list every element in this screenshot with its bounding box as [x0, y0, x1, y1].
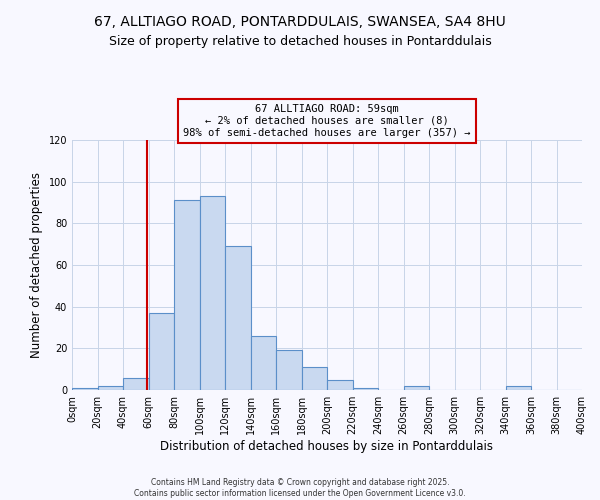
Bar — [72, 388, 97, 390]
Text: Contains HM Land Registry data © Crown copyright and database right 2025.
Contai: Contains HM Land Registry data © Crown c… — [134, 478, 466, 498]
Bar — [123, 378, 149, 390]
Bar — [199, 196, 225, 390]
Text: 67, ALLTIAGO ROAD, PONTARDDULAIS, SWANSEA, SA4 8HU: 67, ALLTIAGO ROAD, PONTARDDULAIS, SWANSE… — [94, 15, 506, 29]
Bar — [251, 336, 276, 390]
Bar — [97, 386, 123, 390]
Bar — [353, 388, 378, 390]
X-axis label: Distribution of detached houses by size in Pontarddulais: Distribution of detached houses by size … — [161, 440, 493, 453]
Bar — [276, 350, 302, 390]
Text: Size of property relative to detached houses in Pontarddulais: Size of property relative to detached ho… — [109, 35, 491, 48]
Text: 67 ALLTIAGO ROAD: 59sqm
← 2% of detached houses are smaller (8)
98% of semi-deta: 67 ALLTIAGO ROAD: 59sqm ← 2% of detached… — [183, 104, 471, 138]
Y-axis label: Number of detached properties: Number of detached properties — [30, 172, 43, 358]
Bar — [302, 367, 327, 390]
Bar — [404, 386, 429, 390]
Bar — [225, 246, 251, 390]
Bar — [174, 200, 199, 390]
Bar — [327, 380, 353, 390]
Bar — [506, 386, 531, 390]
Bar — [149, 313, 174, 390]
